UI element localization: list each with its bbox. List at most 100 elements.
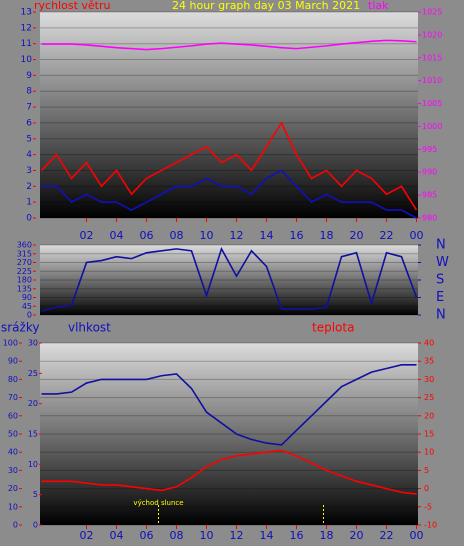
y-tick-label: N [436,238,446,253]
y-tick-label: 60 [8,411,18,420]
y-tick-label: 995 [422,145,437,154]
y-tick-label: 90 [8,357,18,366]
y-tick-label: 1020 [422,30,442,39]
y-tick-label: 25 [28,369,38,378]
axis-label: srážky [1,321,39,335]
x-tick-label: 18 [320,229,334,242]
x-tick-label: 10 [200,229,214,242]
y-tick-label: 180 [17,276,32,285]
y-tick-label: S [436,273,444,288]
y-tick-label: 10 [28,460,38,469]
x-tick-label: 06 [140,229,154,242]
annotation: východ slunce [133,499,183,507]
x-tick-label: 20 [350,229,364,242]
x-tick-label: 12 [230,529,244,542]
y-tick-label: 0 [33,521,38,530]
y-tick-label: 225 [17,267,32,276]
x-tick-label: 18 [320,529,334,542]
y-tick-label: 0 [424,484,429,493]
y-tick-label: 40 [424,339,434,348]
y-tick-label: 15 [28,430,38,439]
y-tick-label: 315 [17,249,32,258]
x-tick-label: 14 [260,229,274,242]
x-tick-label: 02 [80,529,94,542]
y-tick-label: 45 [22,302,32,311]
x-tick-label: 04 [110,229,124,242]
y-tick-label: 40 [8,448,18,457]
series-line [41,169,417,219]
y-tick-label: 12 [21,23,32,33]
axis-label: tlak [368,0,389,12]
y-tick-label: 2 [26,182,32,192]
y-tick-label: 11 [21,39,32,49]
y-tick-label: -5 [424,502,432,511]
y-tick-label: 15 [424,430,434,439]
y-tick-label: 30 [424,375,434,384]
y-tick-label: 90 [22,293,32,302]
y-tick-label: 80 [8,375,18,384]
y-tick-label: 135 [17,284,32,293]
y-tick-label: 980 [422,214,437,223]
y-tick-label: 1025 [422,8,442,17]
y-tick-label: 1010 [422,76,442,85]
y-tick-label: 1005 [422,99,442,108]
y-tick-label: 0 [13,521,18,530]
y-tick-label: 50 [8,430,18,439]
x-tick-label: 16 [290,229,304,242]
y-tick-label: 20 [424,411,434,420]
y-tick-label: 990 [422,168,437,177]
chart-title: 24 hour graph day 03 March 2021 [172,0,360,12]
x-tick-label: 22 [380,229,394,242]
x-tick-label: 08 [170,229,184,242]
y-tick-label: 985 [422,191,437,200]
y-tick-label: 9 [26,71,32,81]
y-tick-label: N [436,308,446,323]
y-tick-label: 70 [8,393,18,402]
y-tick-label: 5 [33,490,38,499]
y-tick-label: 10 [21,55,33,65]
x-tick-label: 04 [110,529,124,542]
plot-area [40,245,418,315]
axis-label: vlhkost [68,321,111,335]
x-tick-label: 12 [230,229,244,242]
series-line [41,364,417,446]
y-tick-label: 20 [28,399,38,408]
y-tick-label: 360 [17,241,32,250]
y-tick-label: 10 [424,448,434,457]
y-tick-label: 13 [21,8,32,18]
y-tick-label: 30 [28,339,38,348]
axis-label: rychlost větru [34,0,110,12]
x-tick-label: 00 [410,529,424,542]
series-line [41,246,418,312]
y-tick-label: 5 [424,466,429,475]
y-tick-label: 4 [26,150,32,160]
x-tick-label: 00 [410,229,424,242]
y-tick-label: 1015 [422,53,442,62]
plot-area [40,343,418,525]
y-tick-label: 30 [8,466,18,475]
series-line [40,121,418,211]
x-tick-label: 06 [140,529,154,542]
x-tick-label: 22 [380,529,394,542]
y-tick-label: 270 [17,258,32,267]
axis-label: teplota [312,321,354,335]
y-tick-label: -10 [424,521,437,530]
y-tick-label: 35 [424,357,434,366]
y-tick-label: 1 [26,198,32,208]
series-line [41,39,417,51]
y-tick-label: 5 [26,134,32,144]
y-tick-label: E [436,290,444,305]
y-tick-label: 0 [27,311,32,320]
series-line [41,449,417,495]
y-tick-label: 0 [26,214,32,224]
y-tick-label: 10 [8,502,18,511]
y-tick-label: 7 [26,103,32,113]
y-tick-label: 1000 [422,122,442,131]
y-tick-label: 6 [26,118,32,128]
x-tick-label: 10 [200,529,214,542]
x-tick-label: 08 [170,529,184,542]
y-tick-label: 25 [424,393,434,402]
y-tick-label: 20 [8,484,18,493]
y-tick-label: 100 [3,339,18,348]
